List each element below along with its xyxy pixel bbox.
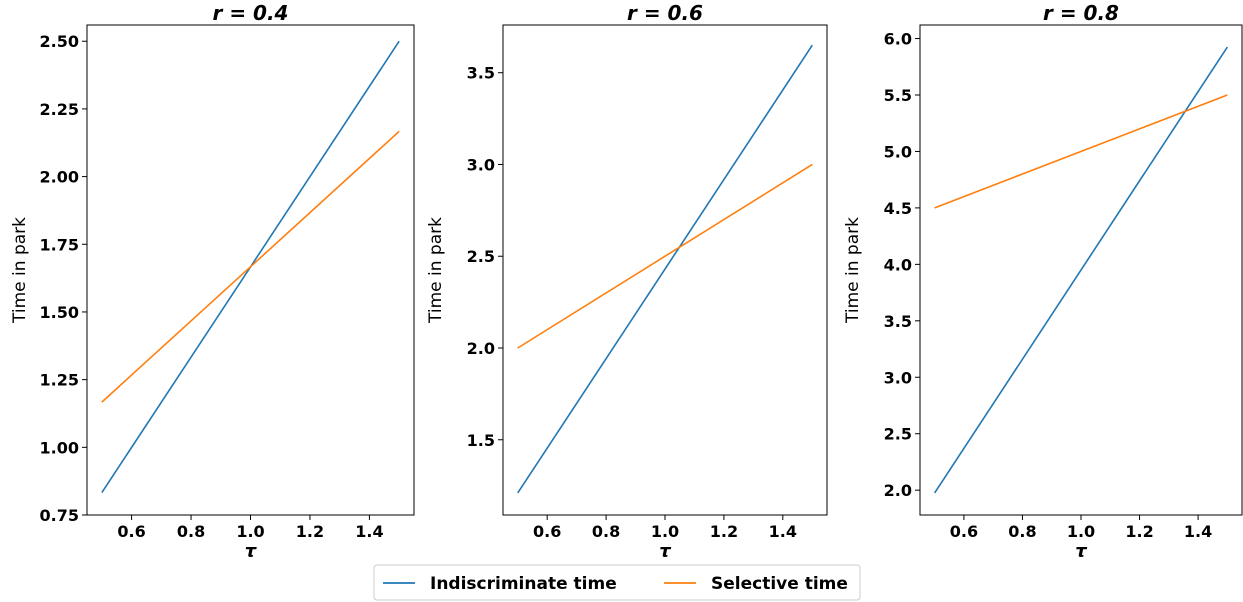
x-tick-label: 1.0 [236, 522, 264, 541]
y-tick-label: 6.0 [884, 30, 912, 49]
legend-label-selective: Selective time [711, 574, 848, 594]
y-axis-label: Time in park [843, 217, 863, 324]
x-tick-label: 0.6 [117, 522, 145, 541]
y-tick-label: 4.5 [884, 199, 912, 218]
y-tick-label: 2.0 [884, 481, 912, 500]
x-tick-label: 1.4 [1184, 522, 1212, 541]
x-axis-label: τ [659, 541, 671, 562]
y-tick-label: 3.0 [884, 368, 912, 387]
y-tick-label: 2.0 [467, 339, 495, 358]
y-tick-label: 0.75 [40, 506, 79, 525]
x-tick-label: 1.4 [769, 522, 797, 541]
y-tick-label: 2.5 [884, 425, 912, 444]
panel-2: 0.6 0.8 1.0 1.2 1.4 1.5 2.0 2.5 3.0 3.5 r = 0.6 τ Ti… [426, 1, 828, 562]
series-line-selective [517, 163, 813, 349]
x-tick-label: 1.0 [651, 522, 679, 541]
x-tick-label: 0.8 [1008, 522, 1036, 541]
x-axis-label: τ [245, 541, 257, 562]
y-tick-label: 1.25 [40, 371, 79, 390]
y-tick-label: 2.50 [40, 32, 79, 51]
series-line-selective [101, 130, 400, 403]
y-tick-label: 2.5 [467, 247, 495, 266]
x-tick-label: 1.0 [1067, 522, 1095, 541]
panel-1: 0.6 0.8 1.0 1.2 1.4 0.75 1.00 1.25 1.50 1.75 2.00 2… [10, 1, 415, 562]
y-tick-label: 3.5 [884, 312, 912, 331]
panel-title: r = 0.8 [1043, 1, 1119, 25]
y-axis-label: Time in park [10, 217, 30, 324]
series-line-selective [934, 94, 1228, 209]
series-line-indiscriminate [933, 46, 1229, 494]
panel-title: r = 0.6 [627, 1, 703, 25]
y-tick-label: 1.75 [40, 235, 79, 254]
x-axis-label: τ [1075, 541, 1087, 562]
y-tick-label: 2.00 [40, 168, 79, 187]
y-axis-label: Time in park [426, 217, 446, 324]
y-tick-label: 4.0 [884, 255, 912, 274]
y-tick-label: 5.0 [884, 142, 912, 161]
x-tick-label: 0.6 [950, 522, 978, 541]
panels: 0.6 0.8 1.0 1.2 1.4 0.75 1.00 1.25 1.50 1.75 2.00 2… [10, 1, 1243, 562]
y-tick-label: 3.5 [467, 64, 495, 83]
y-tick-label: 5.5 [884, 86, 912, 105]
x-tick-label: 1.4 [355, 522, 383, 541]
panel-3: 0.6 0.8 1.0 1.2 1.4 2.0 2.5 3.0 3.5 4.0 4.5 5.0 5.5 6… [843, 1, 1243, 562]
y-tick-label: 3.0 [467, 155, 495, 174]
y-tick-label: 1.5 [467, 431, 495, 450]
panel-title: r = 0.4 [213, 1, 289, 25]
y-tick-label: 1.00 [40, 438, 79, 457]
legend-label-indiscriminate: Indiscriminate time [430, 574, 617, 594]
y-tick-label: 1.50 [40, 303, 79, 322]
x-tick-label: 1.2 [710, 522, 738, 541]
x-tick-label: 1.2 [296, 522, 324, 541]
series-line-indiscriminate [517, 44, 813, 494]
legend: Indiscriminate time Selective time [373, 564, 861, 601]
legend-frame [373, 564, 861, 601]
x-tick-label: 0.8 [592, 522, 620, 541]
x-tick-label: 1.2 [1125, 522, 1153, 541]
y-tick-label: 2.25 [40, 100, 79, 119]
x-tick-label: 0.8 [177, 522, 205, 541]
x-tick-label: 0.6 [533, 522, 561, 541]
